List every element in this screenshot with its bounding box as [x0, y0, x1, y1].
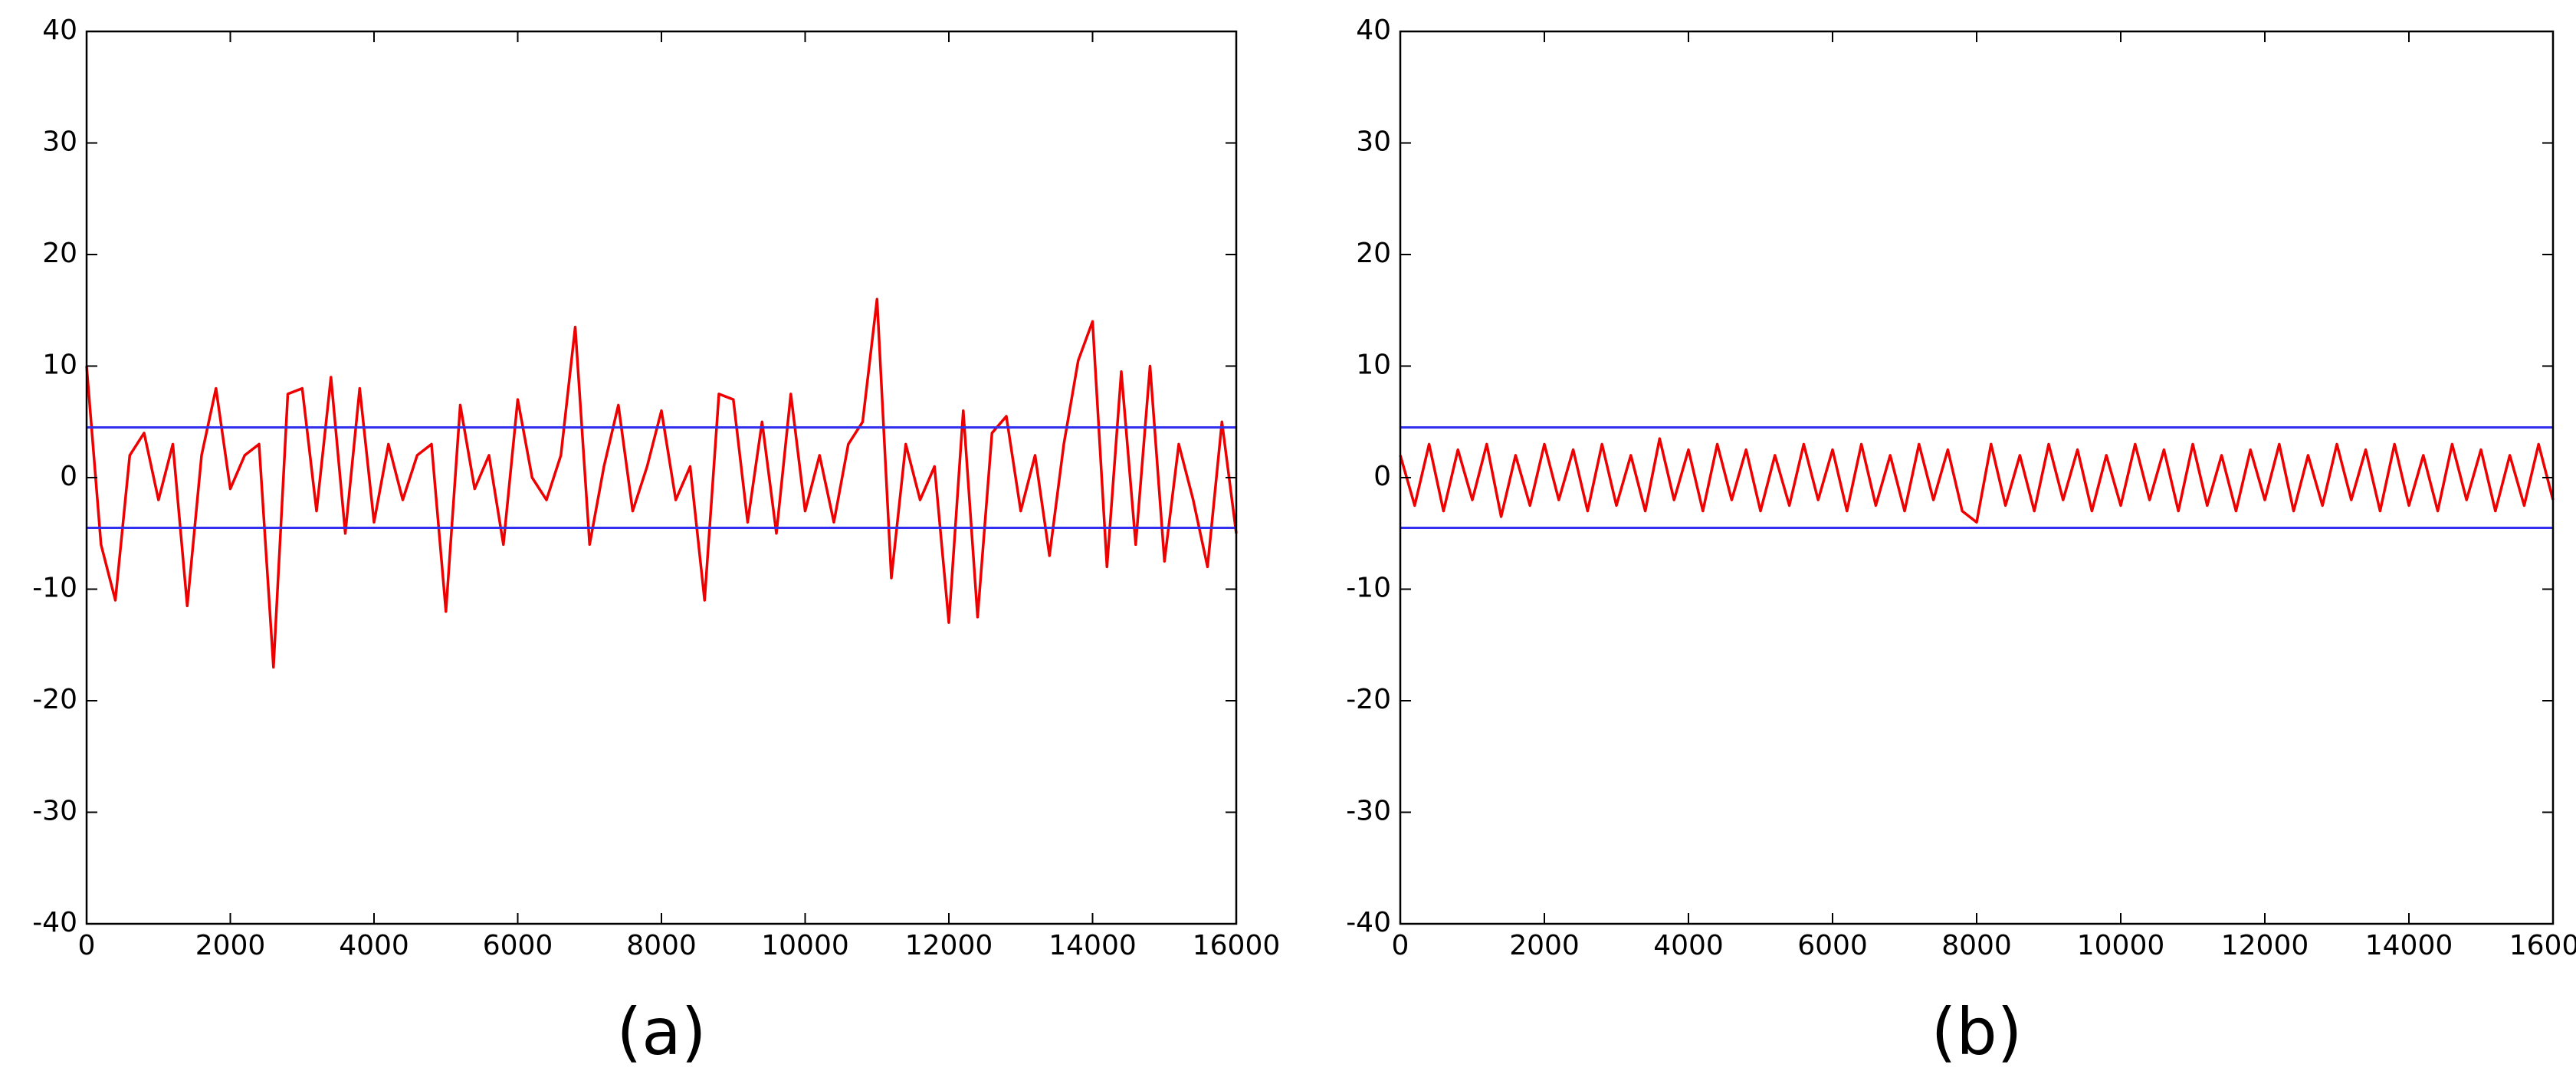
x-tick-label: 8000 — [1941, 930, 2012, 961]
x-tick-label: 2000 — [1509, 930, 1580, 961]
y-tick-label: -20 — [32, 684, 77, 715]
plot-frame — [85, 30, 1238, 925]
x-tick-label: 2000 — [195, 930, 266, 961]
x-tick-label: 0 — [1392, 930, 1409, 961]
y-tick-label: 40 — [42, 15, 77, 46]
x-tick-label: 16000 — [1193, 930, 1281, 961]
x-tick-label: 4000 — [339, 930, 409, 961]
y-tick-label: 0 — [60, 461, 77, 492]
x-tick-label: 10000 — [2077, 930, 2165, 961]
y-tick-label: -30 — [1346, 796, 1391, 827]
x-tick-label: 6000 — [1797, 930, 1868, 961]
y-tick-label: 20 — [42, 238, 77, 269]
x-tick-label: 10000 — [761, 930, 849, 961]
y-tick-label: -10 — [32, 573, 77, 604]
y-tick-label: 30 — [42, 126, 77, 158]
x-tick-label: 4000 — [1653, 930, 1724, 961]
x-tick-label: 16000 — [2509, 930, 2576, 961]
y-tick-label: -20 — [1346, 684, 1391, 715]
x-tick-label: 6000 — [483, 930, 553, 961]
y-tick-label: 10 — [1356, 350, 1391, 381]
y-tick-label: 20 — [1356, 238, 1391, 269]
x-tick-label: 12000 — [905, 930, 993, 961]
y-tick-label: -10 — [1346, 573, 1391, 604]
y-tick-label: 0 — [1373, 461, 1391, 492]
y-tick-label: -30 — [32, 796, 77, 827]
caption: (b) — [1931, 994, 2023, 1069]
y-tick-label: -40 — [1346, 907, 1391, 938]
x-tick-label: 0 — [78, 930, 96, 961]
x-tick-label: 14000 — [2365, 930, 2453, 961]
series-line — [1399, 437, 2555, 524]
y-tick-label: 40 — [1356, 15, 1391, 46]
caption: (a) — [616, 994, 706, 1069]
x-tick-label: 14000 — [1048, 930, 1137, 961]
x-tick-label: 12000 — [2221, 930, 2309, 961]
y-tick-label: 10 — [42, 350, 77, 381]
plot-frame — [1399, 30, 2555, 925]
series-line — [85, 297, 1238, 669]
y-tick-label: -40 — [32, 907, 77, 938]
y-tick-label: 30 — [1356, 126, 1391, 158]
x-tick-label: 8000 — [626, 930, 697, 961]
